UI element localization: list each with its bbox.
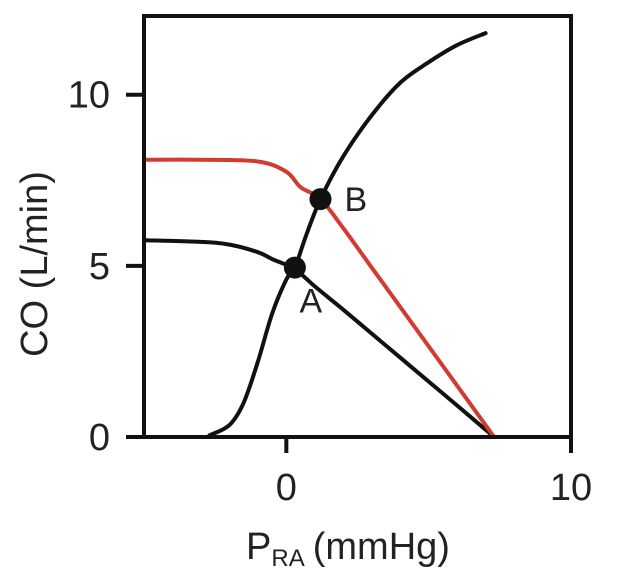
operating-point-label-b: B — [344, 181, 367, 219]
x-tick-label-0: 0 — [276, 467, 297, 509]
y-tick-label-5: 5 — [89, 246, 110, 288]
plot-frame — [142, 14, 573, 439]
y-axis-label: CO (L/min) — [14, 171, 56, 357]
series-line-2 — [142, 157, 497, 439]
chart-markers: AB — [283, 181, 367, 321]
x-axis-label-main: P — [246, 526, 271, 568]
y-tick-label-0: 0 — [89, 417, 110, 459]
operating-point-a — [283, 256, 306, 279]
x-axis-label: PRA (mmHg) — [246, 526, 450, 572]
operating-point-label-a: A — [300, 283, 323, 321]
series-line-3 — [207, 31, 488, 438]
operating-point-b — [309, 188, 332, 211]
x-tick-label-10: 10 — [550, 467, 592, 509]
x-axis-label-unit: (mmHg) — [313, 526, 450, 568]
axis-labels: CO (L/min) PRA (mmHg) — [14, 171, 450, 572]
chart-lines — [142, 31, 497, 439]
y-tick-label-10: 10 — [68, 75, 110, 117]
x-axis-label-subscript: RA — [271, 545, 304, 572]
series-line-1 — [142, 238, 497, 439]
axis-ticks: 0 10 0 5 10 — [68, 75, 592, 509]
